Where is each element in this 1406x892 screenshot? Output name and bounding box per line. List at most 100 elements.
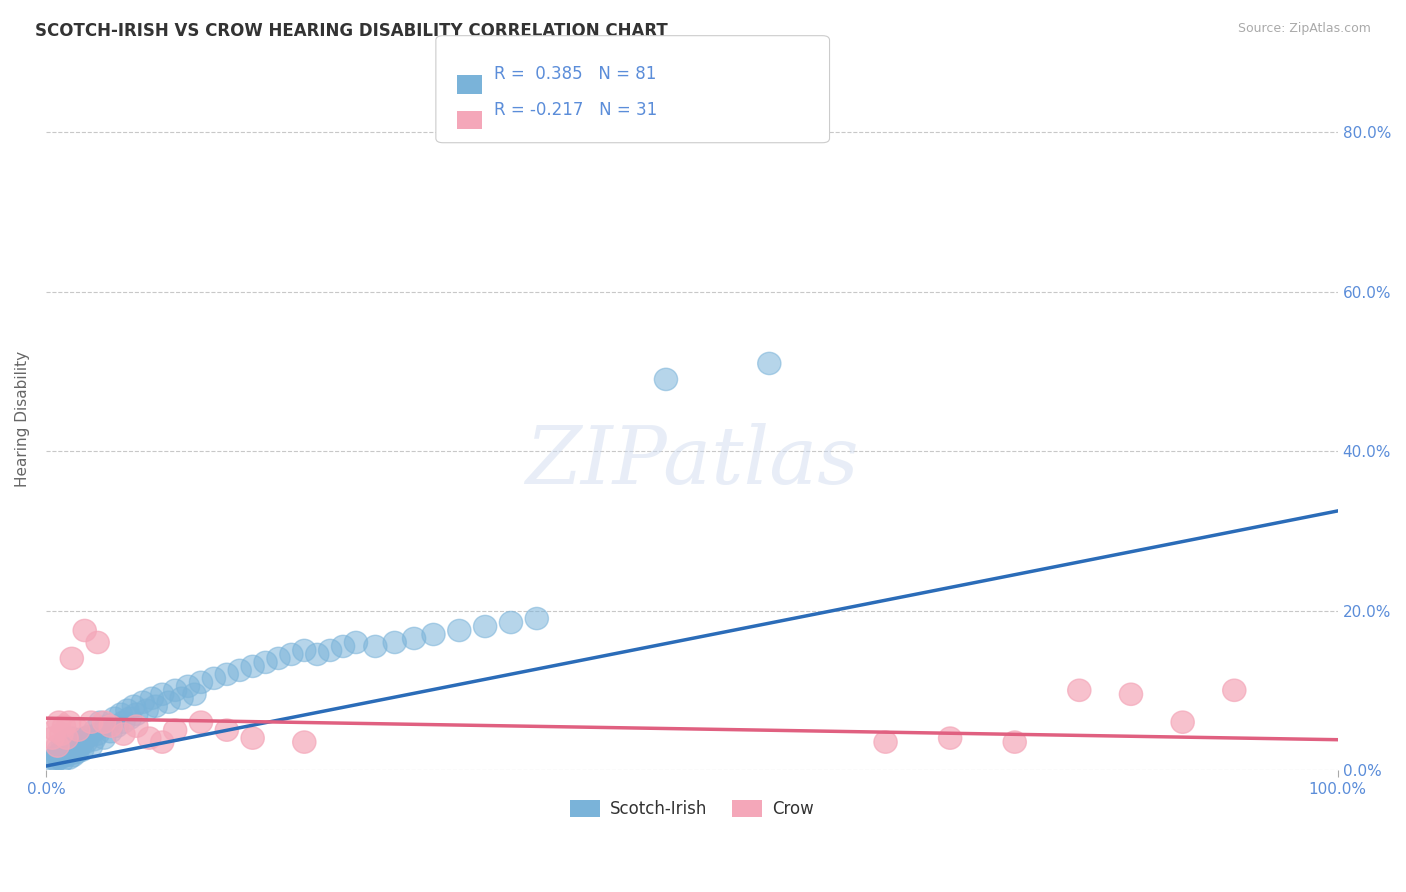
Ellipse shape xyxy=(110,703,132,725)
Ellipse shape xyxy=(53,731,77,753)
Ellipse shape xyxy=(86,723,110,746)
Ellipse shape xyxy=(98,715,122,738)
Ellipse shape xyxy=(170,687,193,709)
Ellipse shape xyxy=(52,715,76,738)
Ellipse shape xyxy=(138,727,160,749)
Ellipse shape xyxy=(176,675,200,698)
Ellipse shape xyxy=(98,721,122,743)
Ellipse shape xyxy=(141,687,163,709)
Ellipse shape xyxy=(77,725,100,747)
Ellipse shape xyxy=(382,632,406,654)
Ellipse shape xyxy=(55,727,79,749)
Ellipse shape xyxy=(58,733,82,756)
Ellipse shape xyxy=(758,352,780,375)
Ellipse shape xyxy=(53,745,77,767)
Ellipse shape xyxy=(58,711,82,733)
Ellipse shape xyxy=(118,707,142,730)
Ellipse shape xyxy=(145,695,167,717)
Ellipse shape xyxy=(65,731,87,753)
Ellipse shape xyxy=(202,667,225,690)
Ellipse shape xyxy=(75,731,97,753)
Ellipse shape xyxy=(122,695,145,717)
Text: ZIPatlas: ZIPatlas xyxy=(524,423,859,500)
Text: SCOTCH-IRISH VS CROW HEARING DISABILITY CORRELATION CHART: SCOTCH-IRISH VS CROW HEARING DISABILITY … xyxy=(35,22,668,40)
Ellipse shape xyxy=(44,719,66,741)
Ellipse shape xyxy=(157,691,180,714)
Ellipse shape xyxy=(1067,679,1091,701)
Ellipse shape xyxy=(89,711,112,733)
Ellipse shape xyxy=(215,719,239,741)
Ellipse shape xyxy=(96,715,118,738)
Ellipse shape xyxy=(131,691,155,714)
Ellipse shape xyxy=(63,735,86,757)
Ellipse shape xyxy=(422,624,446,646)
Ellipse shape xyxy=(364,635,387,657)
Ellipse shape xyxy=(526,607,548,630)
Ellipse shape xyxy=(93,727,115,749)
Ellipse shape xyxy=(49,745,73,767)
Ellipse shape xyxy=(280,643,304,665)
Ellipse shape xyxy=(69,733,93,756)
Ellipse shape xyxy=(82,729,105,751)
Ellipse shape xyxy=(48,711,70,733)
Ellipse shape xyxy=(45,749,67,772)
Y-axis label: Hearing Disability: Hearing Disability xyxy=(15,351,30,487)
Ellipse shape xyxy=(66,719,90,741)
Ellipse shape xyxy=(51,735,75,757)
Ellipse shape xyxy=(80,735,103,757)
Ellipse shape xyxy=(73,727,97,749)
Ellipse shape xyxy=(319,640,342,662)
Ellipse shape xyxy=(66,737,90,759)
Ellipse shape xyxy=(183,683,207,706)
Ellipse shape xyxy=(41,751,65,773)
Ellipse shape xyxy=(60,727,83,749)
Ellipse shape xyxy=(46,745,69,767)
Ellipse shape xyxy=(83,719,107,741)
Ellipse shape xyxy=(65,741,89,764)
Ellipse shape xyxy=(190,671,212,693)
Ellipse shape xyxy=(44,747,66,769)
Ellipse shape xyxy=(49,741,73,764)
Ellipse shape xyxy=(447,619,471,641)
Ellipse shape xyxy=(48,739,70,761)
Text: R =  0.385   N = 81: R = 0.385 N = 81 xyxy=(494,65,655,83)
Text: R = -0.217   N = 31: R = -0.217 N = 31 xyxy=(494,101,657,119)
Ellipse shape xyxy=(115,699,139,722)
Ellipse shape xyxy=(70,739,94,761)
Ellipse shape xyxy=(56,737,80,759)
Ellipse shape xyxy=(292,731,316,753)
Ellipse shape xyxy=(60,648,83,670)
Ellipse shape xyxy=(305,643,329,665)
Ellipse shape xyxy=(402,627,426,649)
Ellipse shape xyxy=(150,731,174,753)
Ellipse shape xyxy=(103,707,127,730)
Ellipse shape xyxy=(150,683,174,706)
Ellipse shape xyxy=(112,711,135,733)
Ellipse shape xyxy=(55,741,79,764)
Ellipse shape xyxy=(112,723,135,746)
Ellipse shape xyxy=(51,749,75,772)
Ellipse shape xyxy=(254,651,277,673)
Ellipse shape xyxy=(240,727,264,749)
Ellipse shape xyxy=(93,711,115,733)
Ellipse shape xyxy=(228,659,252,681)
Ellipse shape xyxy=(875,731,897,753)
Ellipse shape xyxy=(49,747,72,769)
Ellipse shape xyxy=(654,368,678,391)
Ellipse shape xyxy=(125,703,148,725)
Ellipse shape xyxy=(163,679,187,701)
Ellipse shape xyxy=(46,735,69,757)
Ellipse shape xyxy=(215,663,239,685)
Ellipse shape xyxy=(60,739,83,761)
Ellipse shape xyxy=(292,640,316,662)
Ellipse shape xyxy=(49,723,73,746)
Ellipse shape xyxy=(48,743,70,765)
Ellipse shape xyxy=(474,615,496,638)
Ellipse shape xyxy=(59,743,82,765)
Text: Source: ZipAtlas.com: Source: ZipAtlas.com xyxy=(1237,22,1371,36)
Ellipse shape xyxy=(62,745,84,767)
Ellipse shape xyxy=(125,715,148,738)
Ellipse shape xyxy=(163,719,187,741)
Ellipse shape xyxy=(190,711,212,733)
Ellipse shape xyxy=(1171,711,1194,733)
